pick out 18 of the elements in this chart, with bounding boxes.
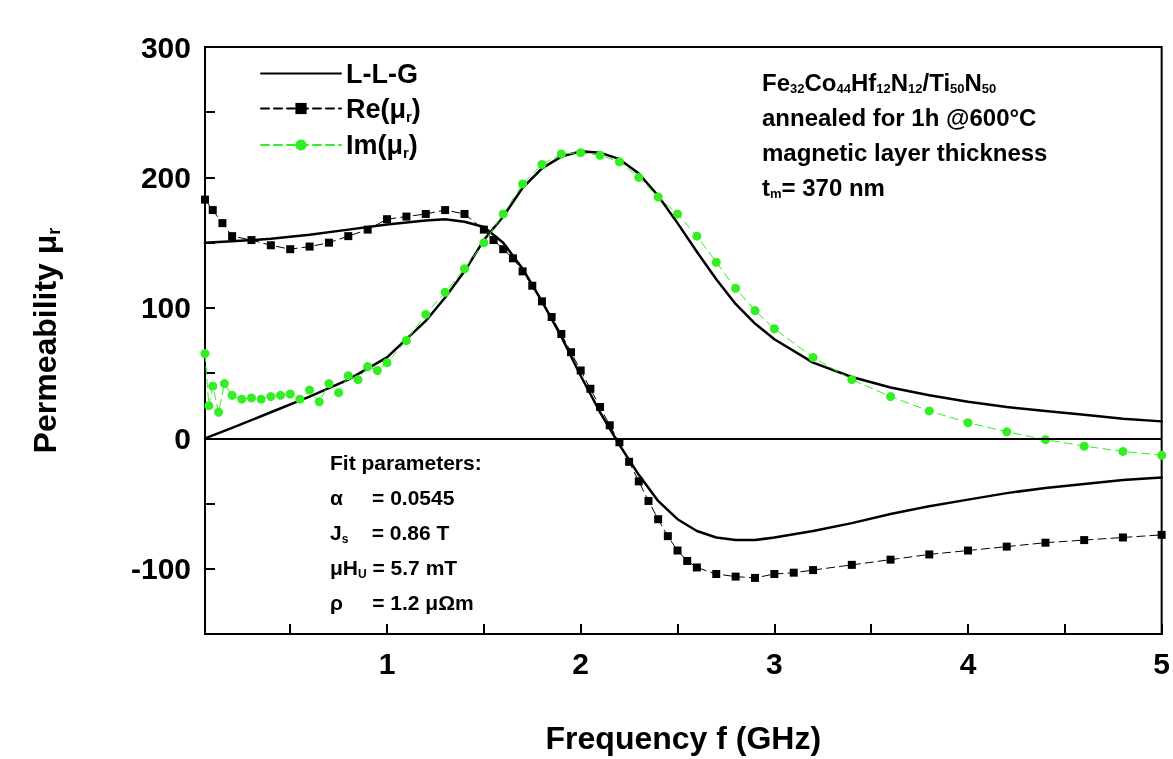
legend-label: L-L-G	[346, 58, 418, 89]
y-tick-label: 200	[140, 160, 191, 194]
annotation: ρ = 1.2 μΩm	[330, 591, 474, 614]
x-tick-label: 2	[572, 646, 590, 680]
y-axis-title: Permeability μr	[27, 227, 64, 454]
x-tick-label: 4	[959, 646, 977, 680]
y-tick-label: 0	[174, 421, 191, 455]
annotation: Fit parameters:	[330, 451, 482, 474]
x-axis-title: Frequency f (GHz)	[545, 720, 822, 756]
y-tick-label: 300	[140, 30, 191, 64]
annotation: α = 0.0545	[330, 486, 455, 509]
x-tick-label: 5	[1153, 646, 1170, 680]
annotation: annealed for 1h @600°C	[762, 103, 1037, 131]
annotation: magnetic layer thickness	[762, 138, 1048, 166]
y-tick-label: -100	[130, 552, 191, 586]
x-tick-label: 3	[766, 646, 783, 680]
y-tick-label: 100	[140, 291, 191, 325]
x-tick-label: 1	[378, 646, 396, 680]
